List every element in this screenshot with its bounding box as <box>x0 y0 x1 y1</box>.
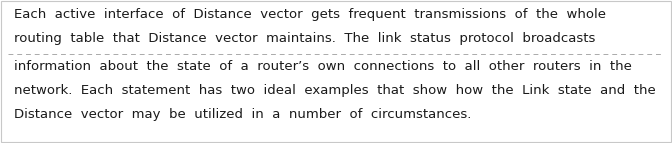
Text: network.  Each  statement  has  two  ideal  examples  that  show  how  the  Link: network. Each statement has two ideal ex… <box>14 84 656 97</box>
Text: information  about  the  state  of  a  router’s  own  connections  to  all  othe: information about the state of a router’… <box>14 60 632 73</box>
Text: Distance  vector  may  be  utilized  in  a  number  of  circumstances.: Distance vector may be utilized in a num… <box>14 108 471 121</box>
Text: Each  active  interface  of  Distance  vector  gets  frequent  transmissions  of: Each active interface of Distance vector… <box>14 8 606 21</box>
Text: routing  table  that  Distance  vector  maintains.  The  link  status  protocol : routing table that Distance vector maint… <box>14 32 595 45</box>
